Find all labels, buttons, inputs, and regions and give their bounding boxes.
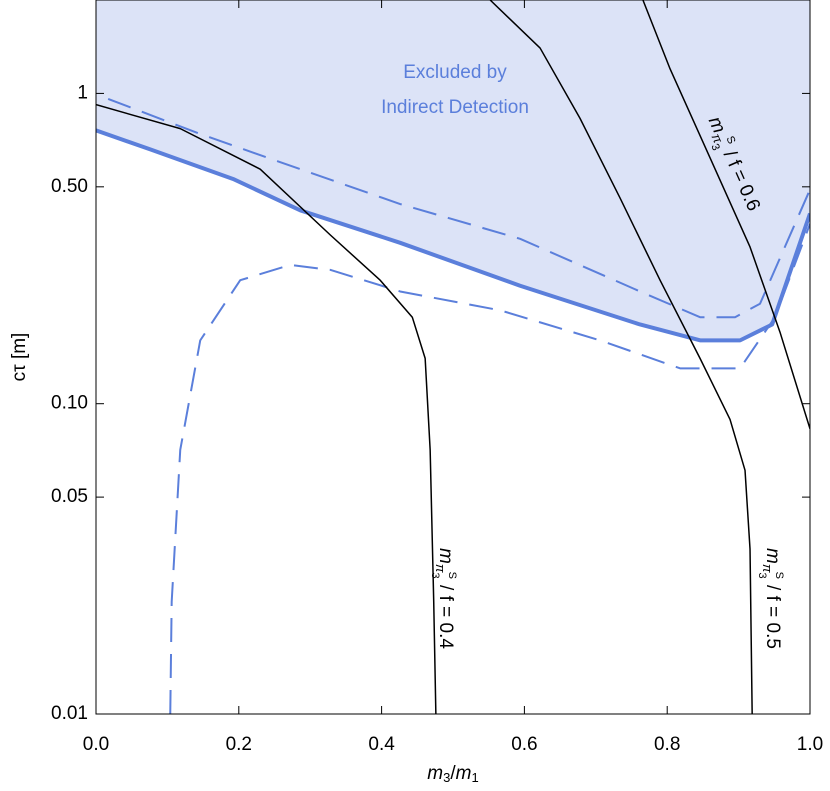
label-sub: π (760, 564, 775, 573)
label-sup: S (446, 572, 458, 579)
curve (642, 0, 810, 430)
label-sub-index: 3 (708, 142, 721, 152)
label-symbol: m (435, 548, 456, 564)
curve (96, 103, 437, 714)
label-symbol: m (762, 548, 783, 564)
curve (169, 223, 810, 714)
label-sup: S (773, 572, 785, 579)
label-text: / f = 0.5 (762, 585, 783, 649)
xlabel-m: m (427, 763, 443, 784)
y-tick-label: 0.10 (51, 393, 88, 414)
label-sub: π (433, 564, 448, 573)
region-label: Excluded by (403, 62, 507, 83)
y-tick-label: 0.50 (51, 176, 88, 197)
curve (107, 97, 810, 319)
xlabel-slash: / (450, 763, 456, 784)
y-tick-label: 0.01 (51, 703, 88, 724)
plot-frame (95, 0, 811, 715)
label-sub-index: 3 (756, 573, 768, 579)
x-tick-label: 0.0 (83, 734, 109, 755)
label-sup: S (724, 134, 738, 146)
curve-label: mπ3 S / f = 0.4 (429, 548, 458, 649)
label-sub-index: 3 (429, 573, 441, 579)
label-text: / f = 0.4 (435, 585, 456, 649)
x-tick-label: 1.0 (797, 734, 823, 755)
curve (96, 128, 810, 343)
region-label: Indirect Detection (381, 97, 529, 118)
x-tick-label: 0.2 (226, 734, 252, 755)
x-axis-label: m3/m1 (427, 763, 478, 785)
x-tick-label: 0.6 (511, 734, 537, 755)
xlabel-index: 3 (443, 770, 450, 785)
xlabel-m: m (456, 763, 472, 784)
x-tick-label: 0.4 (368, 734, 395, 755)
y-tick-label: 0.05 (51, 486, 88, 507)
y-tick-label: 1 (77, 82, 88, 103)
label-symbol: m (704, 114, 730, 137)
y-axis-label: cτ [m] (9, 333, 30, 382)
curve (489, 0, 753, 714)
xlabel-index: 1 (471, 770, 478, 785)
excluded-region (96, 0, 810, 341)
x-tick-label: 0.8 (654, 734, 680, 755)
curve-label: mπ3 S / f = 0.5 (756, 548, 785, 649)
